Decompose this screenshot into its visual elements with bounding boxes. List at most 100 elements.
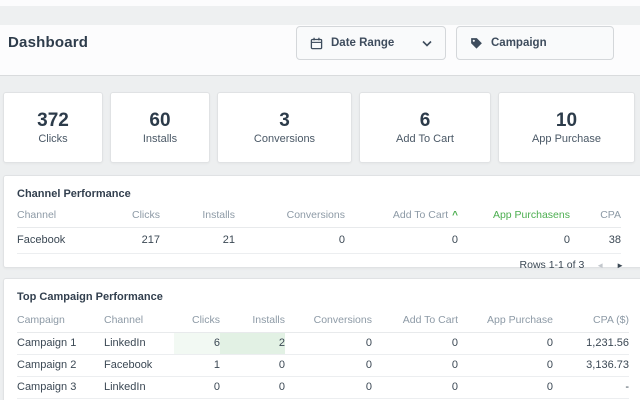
top-campaign-performance-title: Top Campaign Performance <box>17 291 163 303</box>
cell-add-to-cart: 0 <box>372 332 458 355</box>
campaign-table-header-row: Campaign Channel Clicks Installs Convers… <box>17 309 629 333</box>
cell-channel: Adwords <box>104 398 174 400</box>
col-header-cpa[interactable]: CPA ($) <box>553 309 629 333</box>
cell-installs: 0 <box>220 376 285 399</box>
cell-installs: 0 <box>220 398 285 400</box>
stat-cards: 372 Clicks 60 Installs 3 Conversions 6 A… <box>3 92 635 163</box>
cell-add-to-cart: 0 <box>372 376 458 399</box>
cell-add-to-cart: 0 <box>345 227 458 254</box>
top-strip <box>0 6 640 25</box>
tag-icon <box>470 37 483 50</box>
date-range-label: Date Range <box>331 37 395 49</box>
col-header-campaign[interactable]: Campaign <box>17 309 104 333</box>
stat-label: Conversions <box>253 133 316 146</box>
table-row[interactable]: Campaign 4 Adwords 1 0 0 0 0 1,722.55 <box>17 398 629 400</box>
cell-clicks: 1 <box>174 354 220 377</box>
cell-app-purchase: 0 <box>458 398 553 400</box>
cell-installs: 21 <box>160 227 235 254</box>
cell-channel: LinkedIn <box>104 332 174 355</box>
top-campaign-performance-table: Campaign Channel Clicks Installs Convers… <box>17 309 629 400</box>
cell-clicks: 6 <box>174 332 220 355</box>
stat-card-clicks: 372 Clicks <box>3 92 103 163</box>
stat-label: App Purchase <box>531 133 602 146</box>
stat-card-add-to-cart: 6 Add To Cart <box>359 92 491 163</box>
stat-value: 10 <box>555 109 578 131</box>
col-header-label: Add To Cart <box>392 209 449 221</box>
cell-campaign: Campaign 4 <box>17 398 104 400</box>
top-campaign-performance-panel: Top Campaign Performance Campaign Channe… <box>3 278 640 400</box>
cell-app-purchasens: 0 <box>458 227 570 254</box>
col-header-conversions[interactable]: Conversions <box>235 204 345 228</box>
channel-performance-title: Channel Performance <box>17 188 131 200</box>
date-range-button[interactable]: Date Range <box>296 26 446 60</box>
cell-app-purchase: 0 <box>458 354 553 377</box>
col-header-channel[interactable]: Channel <box>17 204 112 228</box>
calendar-icon <box>310 37 323 50</box>
channel-table-header-row: Channel Clicks Installs Conversions Add … <box>17 204 621 228</box>
cell-add-to-cart: 0 <box>372 398 458 400</box>
table-row[interactable]: Campaign 2 Facebook 1 0 0 0 0 3,136.73 <box>17 354 629 377</box>
col-header-installs[interactable]: Installs <box>160 204 235 228</box>
cell-campaign: Campaign 3 <box>17 376 104 399</box>
next-page-icon[interactable]: ► <box>616 261 624 270</box>
cell-clicks: 0 <box>174 376 220 399</box>
prev-page-icon[interactable]: ◄ <box>596 261 605 270</box>
cell-cpa: 3,136.73 <box>553 354 629 377</box>
col-header-cpa[interactable]: CPA <box>570 204 621 228</box>
stat-label: Installs <box>142 133 178 146</box>
table-row[interactable]: Campaign 1 LinkedIn 6 2 0 0 0 1,231.56 <box>17 332 629 355</box>
cell-clicks: 217 <box>112 227 160 254</box>
table-row[interactable]: Campaign 3 LinkedIn 0 0 0 0 0 - <box>17 376 629 399</box>
cell-cpa: - <box>553 376 629 399</box>
cell-conversions: 0 <box>285 376 372 399</box>
header-actions: Date Range Campaign <box>296 26 614 60</box>
cell-clicks: 1 <box>174 398 220 400</box>
cell-app-purchase: 0 <box>458 376 553 399</box>
cell-conversions: 0 <box>285 398 372 400</box>
col-header-clicks[interactable]: Clicks <box>174 309 220 333</box>
campaign-button[interactable]: Campaign <box>456 26 614 60</box>
campaign-label: Campaign <box>491 37 547 49</box>
chevron-down-icon <box>422 40 432 47</box>
stat-value: 3 <box>279 109 290 131</box>
cell-cpa: 1,231.56 <box>553 332 629 355</box>
col-header-installs[interactable]: Installs <box>220 309 285 333</box>
pagination: Rows 1-1 of 3 ◄ ► <box>4 254 640 271</box>
cell-channel: Facebook <box>104 354 174 377</box>
stat-value: 60 <box>149 109 171 131</box>
cell-cpa: 1,722.55 <box>553 398 629 400</box>
col-header-conversions[interactable]: Conversions <box>285 309 372 333</box>
channel-performance-table: Channel Clicks Installs Conversions Add … <box>17 204 621 254</box>
stat-label: Clicks <box>38 133 68 146</box>
page-header: Dashboard Date Range Campaign <box>0 0 640 76</box>
cell-cpa: 38 <box>570 227 621 254</box>
stat-value: 6 <box>419 109 431 131</box>
col-header-clicks[interactable]: Clicks <box>112 204 160 228</box>
col-header-add-to-cart[interactable]: Add To Cart <box>372 309 458 333</box>
stat-card-installs: 60 Installs <box>110 92 210 163</box>
col-header-app-purchase[interactable]: App Purchase <box>458 309 553 333</box>
stat-value: 372 <box>37 109 69 131</box>
page-title: Dashboard <box>8 34 89 51</box>
stat-label: Add To Cart <box>396 133 454 146</box>
stat-card-conversions: 3 Conversions <box>217 92 352 163</box>
cell-conversions: 0 <box>235 227 345 254</box>
cell-conversions: 0 <box>285 332 372 355</box>
table-row[interactable]: Facebook 217 21 0 0 0 38 <box>17 227 621 254</box>
col-header-app-purchasens[interactable]: App Purchasens <box>458 204 570 228</box>
cell-installs: 2 <box>220 332 285 355</box>
stat-card-app-purchase: 10 App Purchase <box>498 92 635 163</box>
cell-channel: LinkedIn <box>104 376 174 399</box>
cell-campaign: Campaign 2 <box>17 354 104 377</box>
sort-asc-icon: ^ <box>452 210 458 221</box>
cell-campaign: Campaign 1 <box>17 332 104 355</box>
cell-conversions: 0 <box>285 354 372 377</box>
channel-performance-panel: Channel Performance Channel Clicks Insta… <box>3 175 640 271</box>
pagination-label: Rows 1-1 of 3 <box>519 259 585 271</box>
cell-installs: 0 <box>220 354 285 377</box>
cell-channel: Facebook <box>17 227 112 254</box>
cell-add-to-cart: 0 <box>372 354 458 377</box>
col-header-add-to-cart[interactable]: Add To Cart ^ <box>345 204 458 228</box>
col-header-channel[interactable]: Channel <box>104 309 174 333</box>
